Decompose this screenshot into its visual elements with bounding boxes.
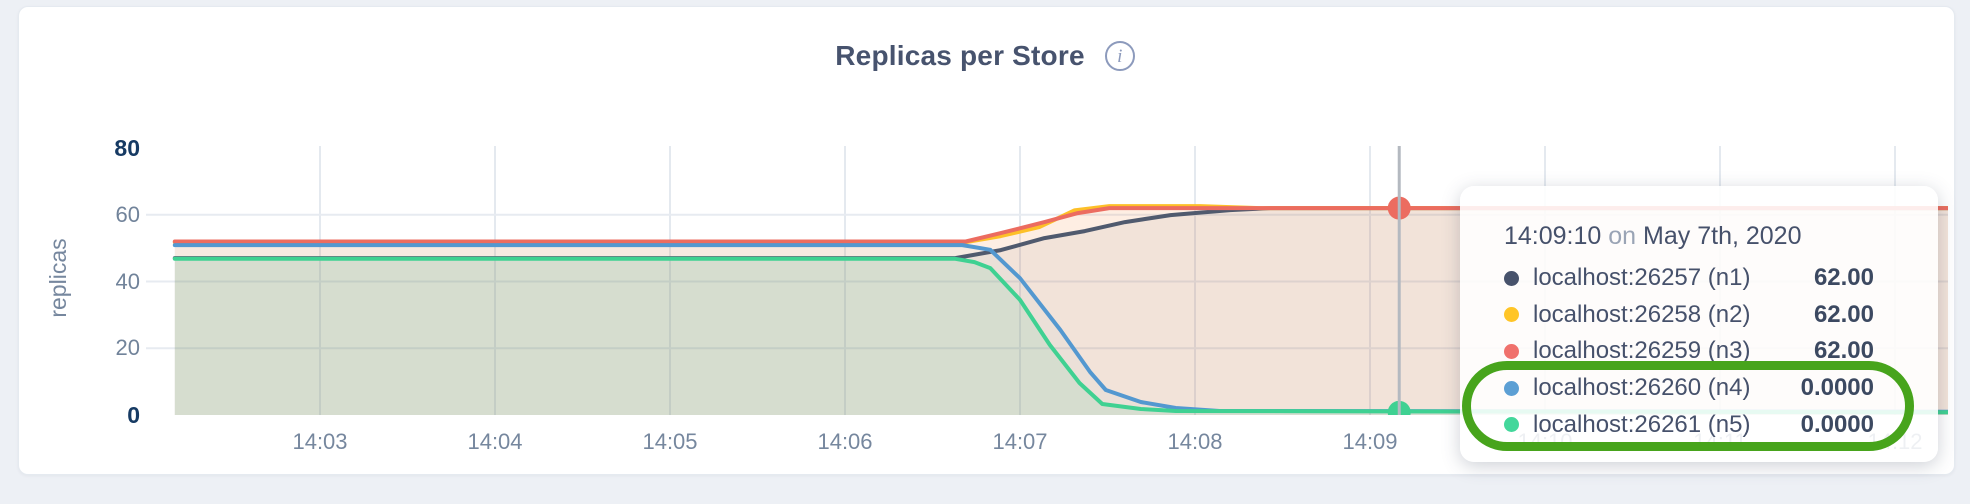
series-value-n5: 0.0000	[1800, 410, 1874, 438]
series-label-n5: localhost:26261 (n5)	[1533, 410, 1751, 438]
y-axis-label-80: 80	[114, 135, 140, 161]
tooltip-row-n5: localhost:26261 (n5) 0.0000	[1504, 406, 1874, 443]
x-axis-label-14:03: 14:03	[292, 429, 348, 454]
y-axis-label-20: 20	[115, 335, 140, 361]
x-axis-label-14:06: 14:06	[817, 429, 873, 454]
y-axis-label-60: 60	[115, 201, 140, 227]
series-dot-n2	[1504, 307, 1519, 323]
x-axis-label-14:05: 14:05	[642, 429, 698, 454]
tooltip-row-n2: localhost:26258 (n2) 62.00	[1504, 297, 1874, 334]
x-axis-label-14:07: 14:07	[992, 429, 1048, 454]
tooltip-row-n1: localhost:26257 (n1) 62.00	[1504, 260, 1874, 297]
chart-header: Replicas per Store i	[0, 40, 1970, 72]
chart-tooltip: 14:09:10 on May 7th, 2020 localhost:2625…	[1460, 186, 1938, 462]
x-axis-label-14:04: 14:04	[467, 429, 523, 454]
highlight-annotation	[1462, 361, 1914, 451]
x-axis-label-14:08: 14:08	[1167, 429, 1223, 454]
tooltip-on-word: on	[1608, 222, 1637, 250]
series-value-n2: 62.00	[1813, 300, 1874, 328]
info-icon[interactable]: i	[1104, 41, 1135, 71]
tooltip-time: 14:09:10	[1504, 222, 1602, 250]
y-axis-title: replicas	[45, 238, 71, 318]
series-value-n1: 62.00	[1813, 264, 1874, 292]
series-dot-n3	[1504, 343, 1519, 359]
series-dot-n1	[1504, 270, 1519, 286]
tooltip-timestamp: 14:09:10 on May 7th, 2020	[1504, 222, 1801, 251]
y-axis-label-40: 40	[115, 268, 140, 294]
x-axis-label-14:09: 14:09	[1342, 429, 1398, 454]
chart-title: Replicas per Store	[835, 40, 1085, 71]
series-label-n1: localhost:26257 (n1)	[1533, 264, 1751, 292]
tooltip-date: May 7th, 2020	[1643, 222, 1802, 250]
series-label-n2: localhost:26258 (n2)	[1533, 300, 1751, 328]
y-axis-label-0: 0	[127, 402, 140, 428]
